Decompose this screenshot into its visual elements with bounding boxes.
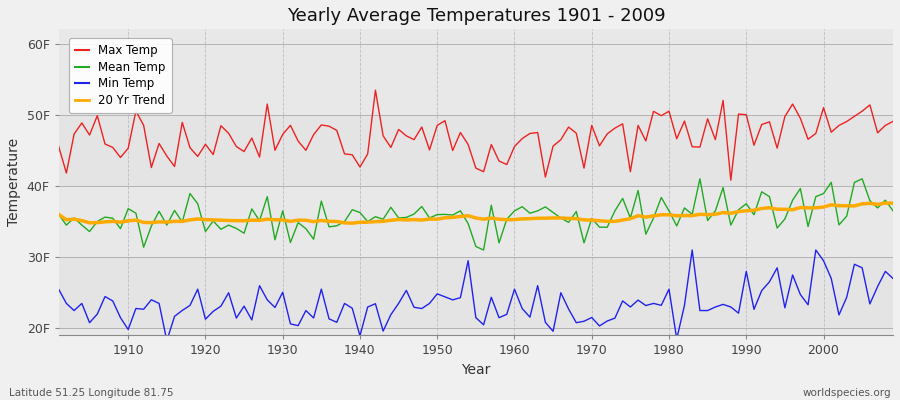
Bar	[58, 44, 893, 115]
Y-axis label: Temperature: Temperature	[7, 138, 21, 226]
Text: Latitude 51.25 Longitude 81.75: Latitude 51.25 Longitude 81.75	[9, 388, 174, 398]
Title: Yearly Average Temperatures 1901 - 2009: Yearly Average Temperatures 1901 - 2009	[286, 7, 665, 25]
X-axis label: Year: Year	[461, 363, 491, 377]
Bar	[58, 186, 893, 257]
Text: worldspecies.org: worldspecies.org	[803, 388, 891, 398]
Legend: Max Temp, Mean Temp, Min Temp, 20 Yr Trend: Max Temp, Mean Temp, Min Temp, 20 Yr Tre…	[68, 38, 172, 113]
Bar	[58, 115, 893, 186]
Bar	[58, 257, 893, 328]
